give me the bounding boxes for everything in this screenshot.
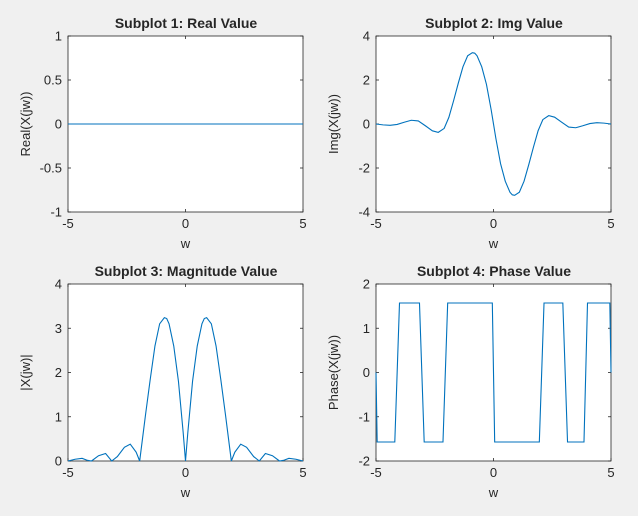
y-tick-label: 1 bbox=[55, 29, 62, 44]
y-tick-label: 2 bbox=[363, 73, 370, 88]
y-tick-label: -2 bbox=[358, 454, 370, 469]
y-tick-label: 0 bbox=[363, 365, 370, 380]
y-tick-label: 1 bbox=[363, 321, 370, 336]
x-tick-label: -5 bbox=[370, 216, 382, 231]
x-tick-label: 0 bbox=[182, 465, 189, 480]
subplot-title: Subplot 2: Img Value bbox=[425, 15, 563, 31]
x-axis-label: w bbox=[180, 485, 191, 500]
subplot-title: Subplot 4: Phase Value bbox=[417, 263, 571, 279]
y-axis-label: Phase(X(jw)) bbox=[326, 335, 341, 410]
y-axis-label: Real(X(jw)) bbox=[18, 92, 33, 157]
series-line bbox=[375, 52, 612, 196]
subplot-4: Subplot 4: Phase Value -5 0 5 -2 -1 0 1 2 w Pha… bbox=[326, 263, 615, 500]
subplot-title: Subplot 3: Magnitude Value bbox=[95, 263, 278, 279]
x-tick-label: -5 bbox=[62, 216, 74, 231]
y-tick-label: 0.5 bbox=[44, 73, 62, 88]
y-tick-label: 0 bbox=[55, 454, 62, 469]
x-tick-label: 5 bbox=[607, 216, 614, 231]
x-tick-label: 5 bbox=[299, 216, 306, 231]
x-tick-label: -5 bbox=[370, 465, 382, 480]
subplot-2: Subplot 2: Img Value -5 0 5 -4 -2 0 2 4 w Img(X… bbox=[326, 15, 615, 251]
x-tick-label: 0 bbox=[490, 216, 497, 231]
y-tick-label: 3 bbox=[55, 321, 62, 336]
x-axis-label: w bbox=[488, 236, 499, 251]
y-tick-label: 0 bbox=[363, 117, 370, 132]
y-tick-label: 4 bbox=[363, 29, 370, 44]
series-line bbox=[67, 316, 304, 462]
axes-box bbox=[67, 283, 304, 462]
x-tick-label: 0 bbox=[490, 465, 497, 480]
y-tick-label: 2 bbox=[55, 365, 62, 380]
series-line bbox=[375, 302, 612, 443]
x-tick-label: -5 bbox=[62, 465, 74, 480]
x-axis-label: w bbox=[488, 485, 499, 500]
x-axis-label: w bbox=[180, 236, 191, 251]
y-axis-label: |X(jw)| bbox=[18, 354, 33, 390]
y-tick-label: 2 bbox=[363, 277, 370, 292]
y-tick-label: -1 bbox=[358, 409, 370, 424]
y-axis-label: Img(X(jw)) bbox=[326, 94, 341, 154]
y-tick-label: -0.5 bbox=[40, 161, 62, 176]
y-tick-label: 1 bbox=[55, 409, 62, 424]
y-tick-label: -4 bbox=[358, 205, 370, 220]
y-tick-label: 4 bbox=[55, 277, 62, 292]
subplot-1: Subplot 1: Real Value -5 0 5-1-0.500.51 w … bbox=[18, 15, 307, 251]
y-tick-label: 0 bbox=[55, 117, 62, 132]
y-tick-label: -2 bbox=[358, 161, 370, 176]
x-tick-label: 5 bbox=[299, 465, 306, 480]
x-tick-label: 0 bbox=[182, 216, 189, 231]
subplot-title: Subplot 1: Real Value bbox=[115, 15, 258, 31]
x-tick-label: 5 bbox=[607, 465, 614, 480]
y-tick-label: -1 bbox=[50, 205, 62, 220]
